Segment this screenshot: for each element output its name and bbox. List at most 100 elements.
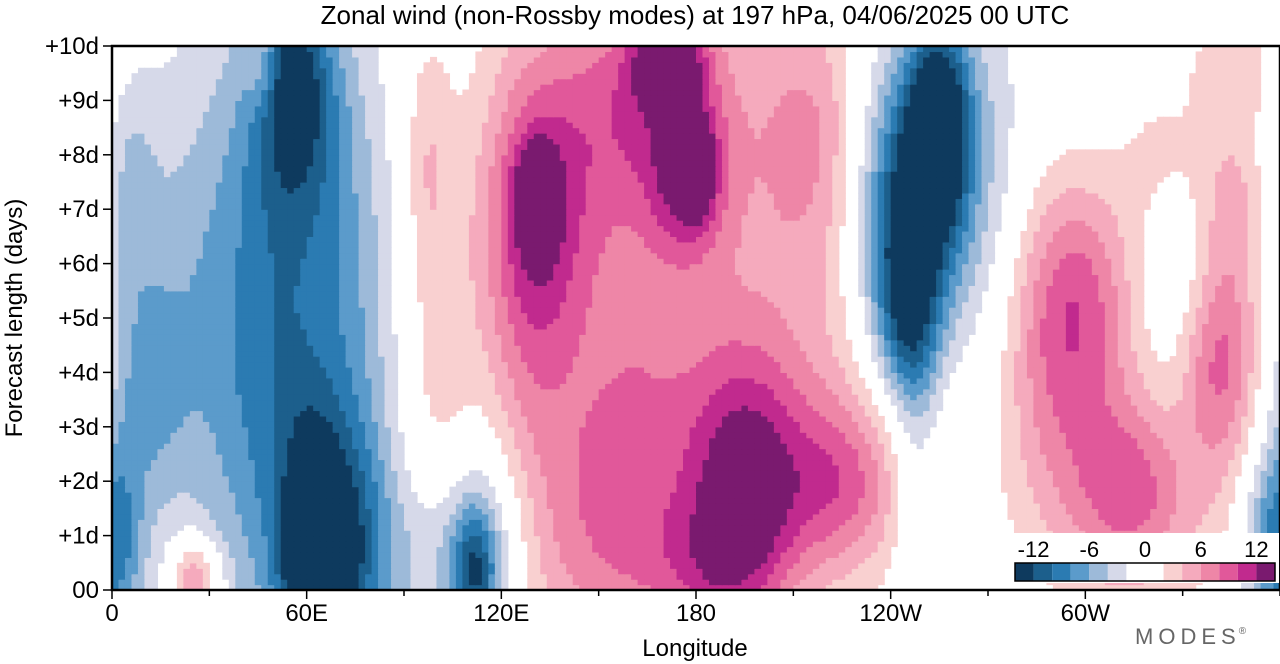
heatmap-cell — [1273, 497, 1280, 504]
heatmap-cell — [1124, 426, 1132, 433]
heatmap-cell — [741, 464, 749, 471]
heatmap-cell — [1163, 459, 1171, 466]
heatmap-cell — [358, 513, 366, 520]
heatmap-cell — [397, 492, 405, 499]
heatmap-cell — [345, 579, 353, 586]
heatmap-cell — [663, 486, 671, 493]
heatmap-cell — [572, 426, 580, 433]
heatmap-cell — [1065, 426, 1073, 433]
heatmap-cell — [131, 508, 139, 515]
heatmap-cell — [1020, 432, 1028, 439]
heatmap-cell — [747, 546, 755, 553]
heatmap-cell — [858, 437, 866, 444]
heatmap-cell — [410, 579, 418, 586]
heatmap-cell — [624, 562, 632, 569]
heatmap-cell — [1143, 454, 1151, 461]
heatmap-cell — [786, 584, 794, 590]
heatmap-cell — [118, 437, 126, 444]
heatmap-cell — [1267, 454, 1275, 461]
heatmap-cell — [287, 502, 295, 509]
heatmap-cell — [176, 508, 184, 515]
heatmap-cell — [910, 415, 918, 422]
heatmap-cell — [598, 573, 606, 580]
heatmap-cell — [923, 426, 931, 433]
heatmap-cell — [1182, 421, 1190, 428]
heatmap-cell — [1156, 415, 1164, 422]
heatmap-cell — [819, 541, 827, 548]
heatmap-cell — [280, 437, 288, 444]
heatmap-cell — [1065, 464, 1073, 471]
heatmap-cell — [514, 464, 522, 471]
heatmap-cell — [157, 415, 165, 422]
heatmap-cell — [391, 405, 399, 412]
heatmap-cell — [293, 486, 301, 493]
heatmap-cell — [845, 470, 853, 477]
heatmap-cell — [462, 568, 470, 575]
heatmap-cell — [657, 513, 665, 520]
heatmap-cell — [241, 459, 249, 466]
heatmap-cell — [877, 448, 885, 455]
heatmap-cell — [462, 541, 470, 548]
heatmap-cell — [1130, 459, 1138, 466]
heatmap-cell — [1234, 459, 1242, 466]
heatmap-cell — [1254, 519, 1262, 526]
heatmap-cell — [384, 405, 392, 412]
heatmap-cell — [1033, 519, 1041, 526]
heatmap-cell — [1182, 443, 1190, 450]
heatmap-cell — [527, 551, 535, 558]
heatmap-cell — [144, 426, 152, 433]
heatmap-cell — [819, 454, 827, 461]
heatmap-cell — [254, 519, 262, 526]
heatmap-cell — [468, 568, 476, 575]
heatmap-cell — [734, 519, 743, 526]
heatmap-cell — [1156, 486, 1164, 493]
heatmap-cell — [358, 448, 366, 455]
heatmap-cell — [624, 481, 632, 488]
heatmap-cell — [1221, 519, 1229, 526]
heatmap-cell — [670, 513, 678, 520]
heatmap-cell — [287, 513, 295, 520]
heatmap-cell — [1091, 421, 1099, 428]
heatmap-cell — [112, 492, 120, 499]
heatmap-cell — [598, 426, 606, 433]
heatmap-cell — [1189, 502, 1197, 509]
heatmap-cell — [118, 524, 126, 531]
heatmap-cell — [215, 502, 223, 509]
heatmap-cell — [618, 524, 626, 531]
heatmap-cell — [864, 481, 872, 488]
heatmap-cell — [721, 557, 730, 564]
heatmap-cell — [1176, 502, 1184, 509]
heatmap-cell — [1228, 410, 1236, 417]
heatmap-cell — [241, 421, 249, 428]
heatmap-cell — [1215, 454, 1223, 461]
heatmap-cell — [170, 502, 178, 509]
heatmap-cell — [663, 443, 671, 450]
heatmap-cell — [261, 562, 269, 569]
heatmap-cell — [131, 492, 139, 499]
heatmap-cell — [1221, 470, 1229, 477]
heatmap-cell — [793, 432, 801, 439]
heatmap-cell — [650, 546, 658, 553]
heatmap-cell — [605, 464, 613, 471]
heatmap-cell — [663, 573, 671, 580]
heatmap-cell — [306, 486, 314, 493]
heatmap-cell — [773, 513, 781, 520]
heatmap-cell — [696, 513, 704, 520]
heatmap-cell — [468, 524, 476, 531]
heatmap-cell — [235, 557, 243, 564]
heatmap-cell — [176, 459, 184, 466]
heatmap-cell — [721, 584, 730, 590]
heatmap-cell — [741, 426, 749, 433]
heatmap-cell — [1065, 519, 1073, 526]
heatmap-cell — [864, 492, 872, 499]
heatmap-cell — [631, 508, 639, 515]
heatmap-cell — [1156, 513, 1164, 520]
heatmap-cell — [1130, 437, 1138, 444]
heatmap-cell — [728, 426, 736, 433]
heatmap-cell — [708, 497, 717, 504]
heatmap-cell — [851, 557, 859, 564]
heatmap-cell — [1078, 432, 1086, 439]
heatmap-cell — [1104, 415, 1112, 422]
heatmap-cell — [663, 475, 671, 482]
heatmap-cell — [715, 579, 723, 586]
